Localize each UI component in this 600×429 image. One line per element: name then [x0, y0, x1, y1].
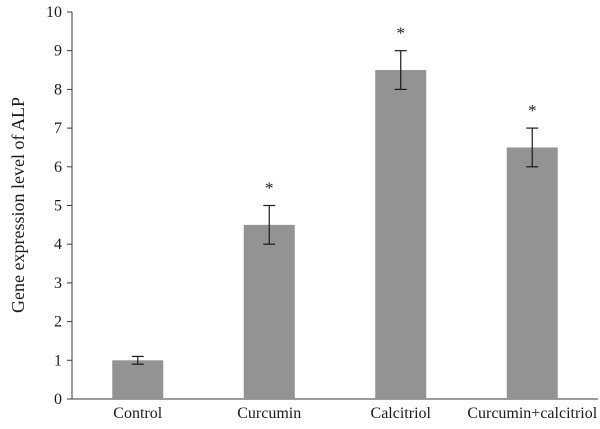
y-tick-label: 8: [54, 81, 62, 98]
bars: * * *: [112, 24, 558, 400]
y-tick-label: 0: [54, 391, 62, 408]
y-tick-label: 7: [54, 120, 62, 137]
x-tick-label: Control: [113, 405, 162, 422]
bar-calcitriol: [375, 70, 427, 400]
y-tick-label: 10: [46, 4, 62, 21]
bar-control: [112, 360, 164, 399]
y-axis: 0 1 2 3 4 5 6 7 8 9 10: [46, 4, 73, 408]
significance-marker: *: [265, 179, 274, 198]
y-axis-label: Gene expression level of ALP: [8, 97, 28, 313]
bar-curcumin-calcitriol: [506, 147, 558, 399]
x-axis: Control Curcumin Calcitriol Curcumin+calcit…: [72, 398, 598, 422]
y-tick-label: 9: [54, 43, 62, 60]
y-tick-label: 3: [54, 275, 62, 292]
x-tick-label: Calcitriol: [371, 405, 432, 422]
x-tick-label: Curcumin: [237, 405, 301, 422]
y-tick-label: 2: [54, 314, 62, 331]
significance-marker: *: [528, 101, 537, 120]
y-tick-label: 5: [54, 198, 62, 215]
significance-marker: *: [397, 24, 406, 43]
y-tick-label: 4: [54, 236, 62, 253]
bar-curcumin: [243, 224, 295, 399]
y-tick-label: 1: [54, 352, 62, 369]
y-tick-label: 6: [54, 159, 62, 176]
x-tick-label: Curcumin+calcitriol: [467, 405, 597, 422]
